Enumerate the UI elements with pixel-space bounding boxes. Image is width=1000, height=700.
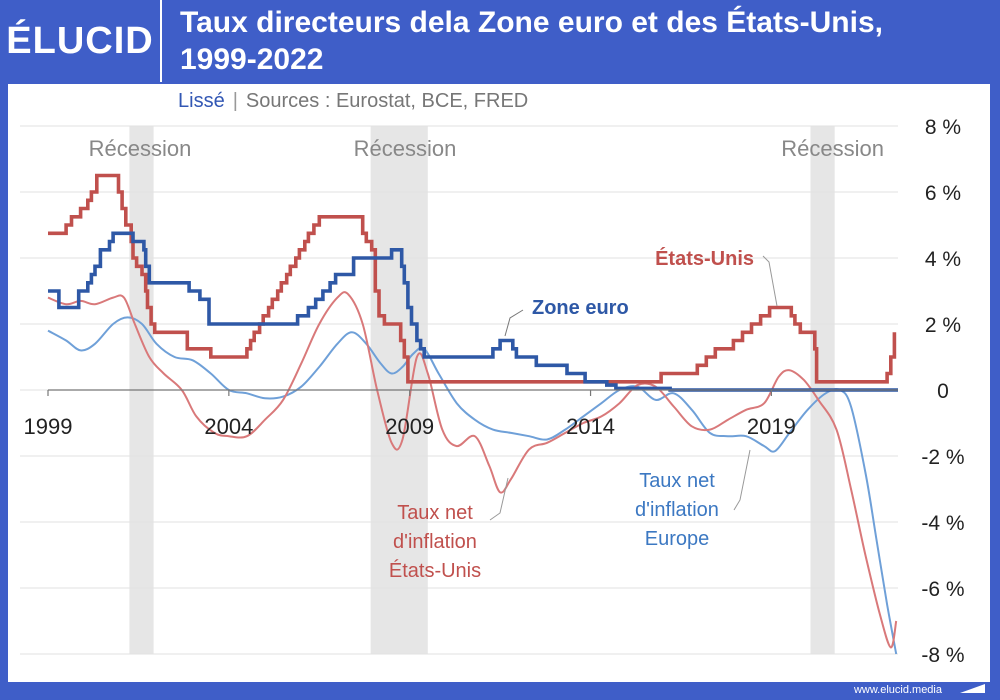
europe-net-label-line: Europe <box>645 528 710 550</box>
y-tick-label: 6 % <box>925 182 961 205</box>
us-net-label-line: d'inflation <box>393 531 477 553</box>
y-tick-label: 4 % <box>925 248 961 271</box>
us-net-label-line: États-Unis <box>389 559 481 582</box>
europe-net-leader <box>733 449 751 511</box>
y-tick-label: 8 % <box>925 116 961 139</box>
footer-url: www.elucid.media <box>853 684 942 696</box>
zone-euro-leader <box>504 309 524 337</box>
y-tick-label: -4 % <box>921 512 964 535</box>
etats-unis-leader <box>762 255 778 307</box>
chart-labels: Récession Récession Récession 8 % 6 % 4 % 2 % 0… <box>24 116 985 693</box>
chart-title: Taux directeurs dela Zone euro et des Ét… <box>180 4 980 78</box>
chart-title-line1: Taux directeurs dela Zone euro et des Ét… <box>180 6 883 39</box>
y-tick-label: 0 <box>937 380 949 403</box>
y-tick-label: 2 % <box>925 314 961 337</box>
chart-title-line2: 1999-2022 <box>180 43 324 76</box>
x-tick-label: 2004 <box>204 414 253 439</box>
us-net-label-line: Taux net <box>397 502 473 524</box>
x-tick-label: 1999 <box>24 414 73 439</box>
y-tick-label: -2 % <box>921 446 964 469</box>
etats-unis-label: États-Unis <box>655 247 754 270</box>
x-tick-label: 2014 <box>566 414 615 439</box>
axes <box>47 389 898 396</box>
recession-label: Récession <box>89 136 192 161</box>
x-tick-label: 2009 <box>385 414 434 439</box>
recession-label: Récession <box>354 136 457 161</box>
x-tick-label: 2019 <box>747 414 796 439</box>
elucid-logo: ÉLUCID <box>6 19 154 62</box>
etats-unis-line <box>48 173 897 384</box>
smoothed-label: Lissé <box>178 90 225 112</box>
sources-label: Sources : Eurostat, BCE, FRED <box>245 90 529 112</box>
taux-net-etats-unis-line <box>47 291 898 649</box>
y-tick-label: -6 % <box>921 578 964 601</box>
y-tick-label: -8 % <box>921 644 964 667</box>
europe-net-label-line: Taux net <box>639 470 715 492</box>
footer-mark-icon <box>960 684 985 693</box>
zone-euro-line <box>48 231 898 392</box>
recession-label: Récession <box>781 136 884 161</box>
subtitle-separator: | <box>232 90 238 112</box>
us-net-leader <box>489 477 509 521</box>
subtitle: Lissé | Sources : Eurostat, BCE, FRED <box>178 90 528 113</box>
header-divider <box>160 0 162 82</box>
zone-euro-label: Zone euro <box>532 297 629 319</box>
series-lines <box>47 173 898 655</box>
taux-net-europe-line <box>47 316 898 655</box>
europe-net-label-line: d'inflation <box>635 499 719 521</box>
